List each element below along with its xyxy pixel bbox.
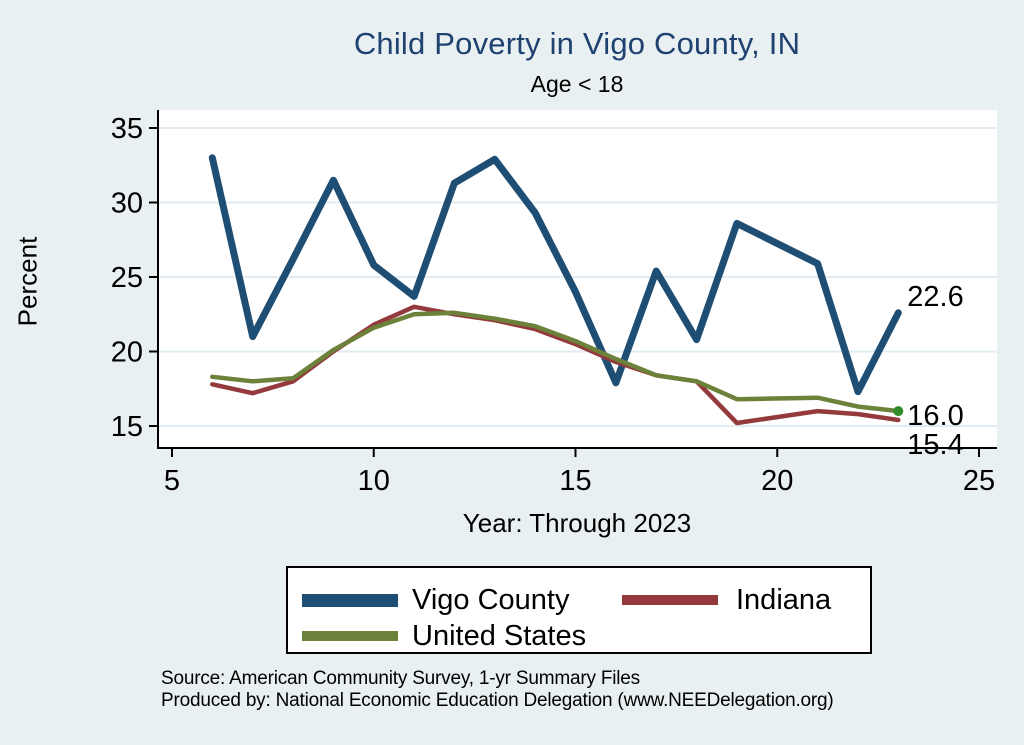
- x-tick-label-25: 25: [963, 465, 995, 497]
- y-tick-label-25: 25: [111, 262, 143, 294]
- x-tick-label-15: 15: [559, 465, 591, 497]
- source-line-1: Source: American Community Survey, 1-yr …: [161, 668, 640, 689]
- legend-label-indiana: Indiana: [736, 584, 832, 616]
- series-end-dot-united-states: [893, 406, 904, 417]
- x-axis-label: Year: Through 2023: [462, 508, 692, 538]
- chart-title: Child Poverty in Vigo County, IN: [353, 26, 801, 61]
- y-tick-label-30: 30: [111, 188, 143, 220]
- y-tick-label-35: 35: [111, 113, 143, 145]
- series-line-united-states: [210, 310, 901, 414]
- y-tick-label-20: 20: [111, 337, 143, 369]
- chart-subtitle: Age < 18: [530, 71, 624, 97]
- series-end-label-united-states: 16.0: [907, 400, 963, 432]
- source-note: Source: American Community Survey, 1-yr …: [161, 668, 981, 711]
- legend-swatch-united-states: [302, 631, 398, 641]
- line-chart-plot: 15 20 25 30 35 5 10 15 20 25 22.6 15.416.0: [111, 110, 997, 497]
- legend-label-united-states: United States: [412, 620, 587, 652]
- legend-swatch-vigo-county: [302, 594, 398, 607]
- series-end-label-vigo-county: 22.6: [907, 281, 963, 313]
- legend-box: Vigo County Indiana United States: [286, 566, 872, 654]
- x-tick-label-5: 5: [164, 465, 180, 497]
- legend-swatch-indiana: [622, 595, 718, 605]
- series-line-vigo-county: [208, 154, 902, 396]
- legend-label-vigo-county: Vigo County: [412, 584, 570, 616]
- series-end-label-indiana: 15.4: [907, 429, 963, 461]
- x-tick-label-10: 10: [358, 465, 390, 497]
- y-tick-label-15: 15: [111, 411, 143, 443]
- source-line-2: Produced by: National Economic Education…: [161, 689, 834, 711]
- x-tick-label-20: 20: [761, 465, 793, 497]
